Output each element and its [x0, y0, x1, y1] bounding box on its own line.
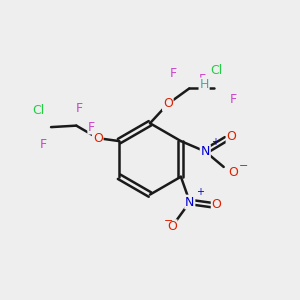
Text: N: N — [185, 196, 194, 208]
Text: O: O — [93, 132, 103, 145]
Text: O: O — [167, 220, 177, 233]
Text: O: O — [163, 98, 173, 110]
Text: Cl: Cl — [210, 64, 222, 76]
Text: −: − — [239, 161, 248, 171]
Text: +: + — [211, 137, 219, 147]
Text: N: N — [201, 145, 210, 158]
Text: F: F — [76, 102, 83, 115]
Text: −: − — [164, 216, 173, 226]
Text: F: F — [40, 138, 47, 151]
Text: Cl: Cl — [32, 104, 45, 117]
Text: O: O — [228, 166, 238, 179]
Text: F: F — [88, 121, 95, 134]
Text: O: O — [226, 130, 236, 143]
Text: O: O — [212, 199, 221, 212]
Text: F: F — [170, 67, 177, 80]
Text: F: F — [230, 93, 236, 106]
Text: +: + — [196, 188, 204, 197]
Text: H: H — [200, 78, 209, 92]
Text: F: F — [199, 73, 206, 86]
